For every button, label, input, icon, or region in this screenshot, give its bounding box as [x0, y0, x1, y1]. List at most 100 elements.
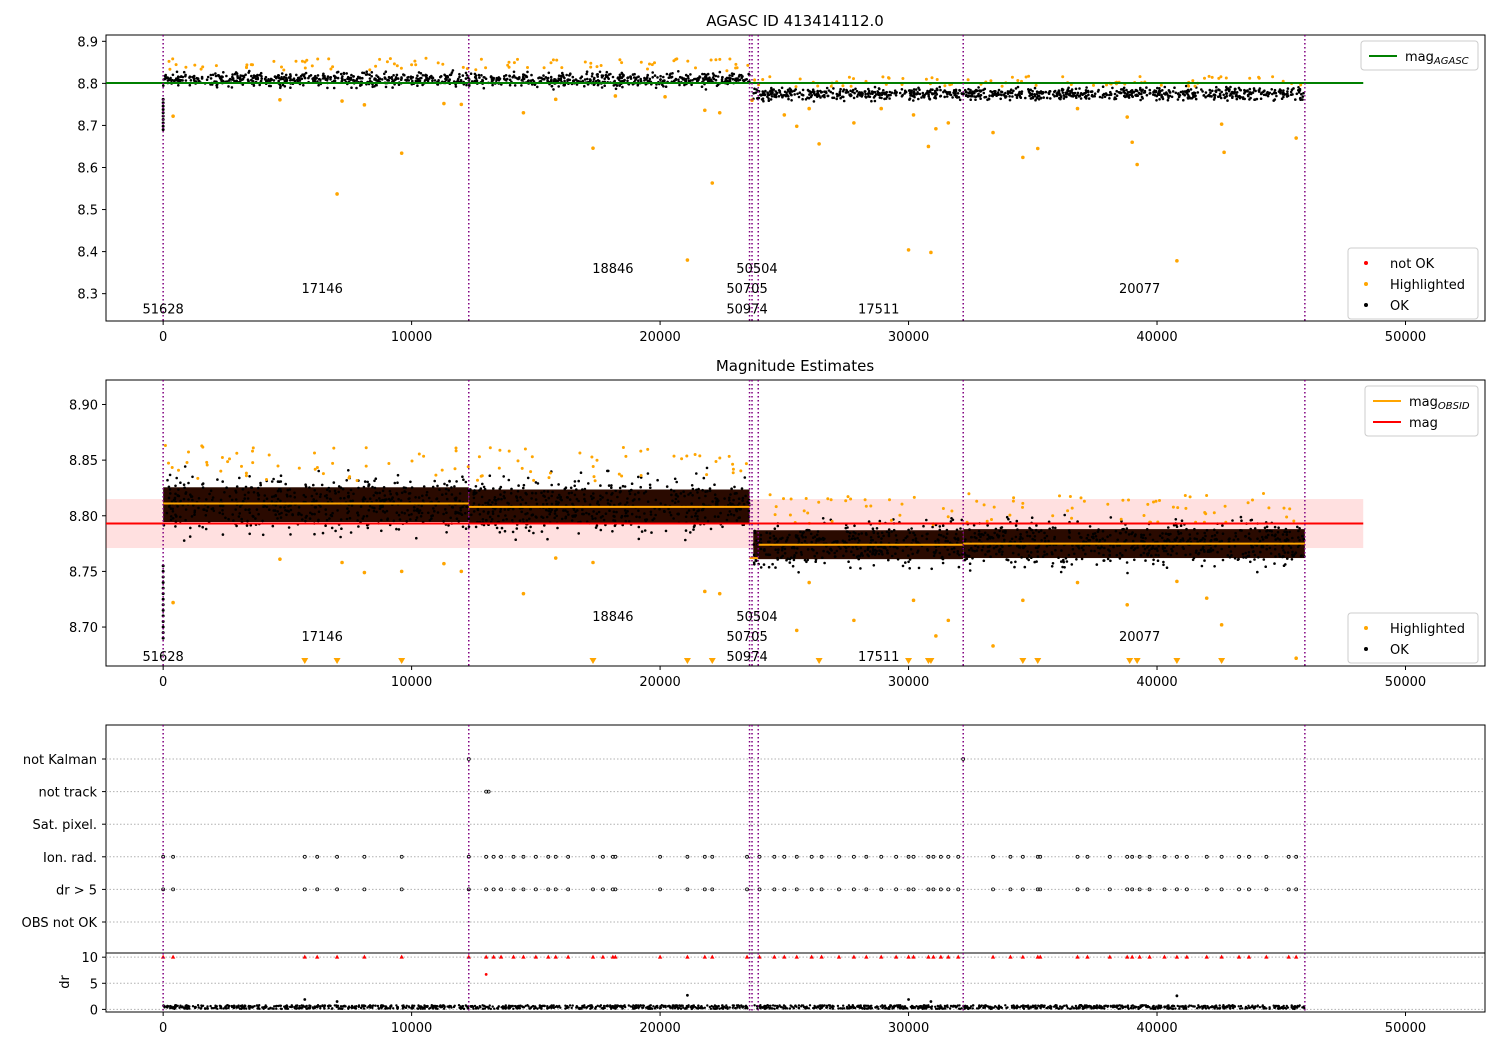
- ok-point: [931, 88, 934, 91]
- ok-point: [704, 88, 708, 91]
- ok-point: [210, 507, 214, 511]
- ok-point: [428, 75, 432, 79]
- ok-point: [244, 508, 247, 512]
- legend-subscript: AGASC: [1433, 56, 1469, 67]
- ok-point: [278, 512, 281, 516]
- ok-point: [586, 77, 589, 81]
- ok-point: [1169, 532, 1172, 536]
- ok-point: [362, 515, 366, 518]
- ok-point: [315, 492, 319, 496]
- ok-point: [867, 89, 871, 93]
- ok-point: [367, 508, 371, 512]
- ok-point: [878, 519, 882, 523]
- y-tick-label: 8.8: [77, 77, 98, 92]
- ok-point: [1188, 533, 1192, 536]
- ok-point: [491, 510, 495, 513]
- ok-point: [1131, 545, 1134, 548]
- ok-point: [204, 527, 208, 531]
- ok-point: [336, 70, 340, 74]
- ok-point: [238, 76, 241, 79]
- ok-point: [461, 505, 464, 509]
- ok-point: [1200, 88, 1203, 91]
- ok-point: [696, 491, 699, 494]
- ok-point: [643, 76, 646, 80]
- ok-point: [571, 514, 574, 518]
- ok-point: [1067, 529, 1071, 532]
- ok-point: [1299, 554, 1303, 558]
- ok-point: [733, 485, 736, 489]
- ok-point: [1158, 98, 1161, 101]
- ok-point: [630, 482, 634, 486]
- ok-point: [581, 508, 584, 512]
- ok-point: [268, 508, 271, 512]
- ok-point: [1214, 89, 1218, 92]
- ok-point: [713, 493, 717, 497]
- highlighted-point: [1075, 580, 1080, 585]
- ok-point: [356, 519, 359, 522]
- ok-point: [966, 554, 969, 558]
- ok-point: [1177, 95, 1181, 99]
- ok-point: [1019, 532, 1022, 536]
- ok-point: [282, 77, 285, 81]
- highlighted-point: [327, 57, 331, 61]
- ok-point: [851, 534, 855, 538]
- ok-point: [1109, 92, 1113, 96]
- ok-point: [1260, 92, 1263, 95]
- ok-point: [815, 551, 819, 555]
- ok-point: [1085, 536, 1089, 540]
- y-tick-label: 8.90: [69, 398, 98, 413]
- highlighted-point: [507, 449, 511, 453]
- ok-point: [386, 78, 390, 82]
- ok-point: [1282, 564, 1286, 567]
- ok-point: [1142, 533, 1146, 537]
- highlighted-point: [849, 497, 853, 501]
- ok-point: [718, 70, 722, 74]
- ok-point: [1274, 91, 1278, 95]
- ok-point: [337, 490, 341, 494]
- ok-point: [243, 493, 247, 497]
- ok-point: [248, 508, 251, 511]
- ok-point: [790, 556, 793, 559]
- ok-point: [910, 89, 913, 92]
- ok-point: [170, 500, 174, 504]
- ok-point: [547, 71, 551, 75]
- ok-point: [770, 86, 773, 90]
- highlighted-point: [1070, 506, 1074, 510]
- ok-point: [867, 520, 871, 523]
- ok-point: [626, 510, 629, 513]
- highlighted-point: [364, 446, 368, 450]
- highlighted-point: [399, 151, 404, 155]
- ok-point: [1093, 92, 1097, 95]
- dr-point: [251, 1005, 254, 1009]
- ok-point: [835, 549, 839, 553]
- ok-point: [1013, 565, 1016, 569]
- ok-point: [250, 486, 254, 489]
- ok-point: [352, 492, 355, 496]
- y-tick-label: 8.9: [77, 35, 98, 50]
- ok-point: [687, 77, 690, 80]
- ok-point: [871, 91, 874, 95]
- highlighted-point: [315, 466, 319, 469]
- ok-point: [799, 550, 803, 554]
- highlighted-point: [794, 124, 799, 129]
- ok-point: [529, 507, 532, 511]
- ok-point: [808, 529, 811, 532]
- ok-point: [605, 74, 609, 78]
- x-tick-label: 40000: [1136, 330, 1177, 345]
- ok-point: [375, 510, 378, 514]
- ok-point: [768, 536, 772, 540]
- ok-point: [1030, 93, 1033, 97]
- flag-category-label: not track: [38, 786, 97, 801]
- ok-point: [245, 524, 249, 527]
- ok-point: [798, 91, 802, 94]
- ok-point: [1263, 526, 1267, 530]
- ok-point: [861, 554, 864, 557]
- ok-point: [606, 502, 610, 505]
- ok-point: [594, 517, 597, 520]
- ok-point: [398, 518, 402, 521]
- ok-point: [1012, 89, 1015, 93]
- obsid-uncertainty-band: [163, 487, 469, 522]
- ok-point: [1006, 90, 1010, 93]
- ok-point: [856, 95, 859, 98]
